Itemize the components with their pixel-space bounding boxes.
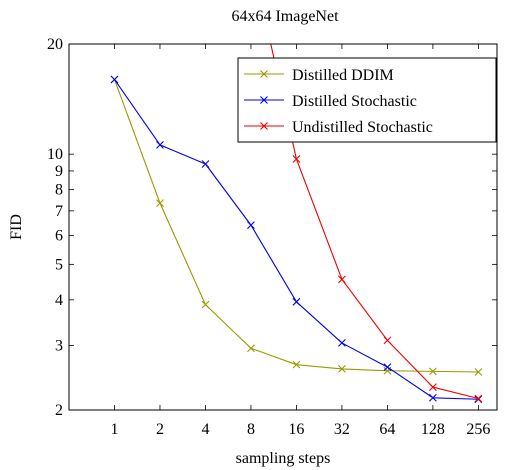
data-point-marker	[247, 221, 255, 230]
x-tick-label: 4	[201, 421, 209, 438]
data-point-marker	[383, 336, 392, 345]
data-point-marker	[260, 96, 268, 104]
data-point-marker	[429, 393, 437, 402]
data-point-marker	[260, 122, 268, 130]
y-axis-label: FID	[8, 214, 25, 240]
y-tick-label: 7	[55, 203, 63, 220]
y-tick-label: 4	[55, 292, 63, 309]
data-point-marker	[156, 199, 164, 208]
data-point-marker	[474, 368, 483, 376]
series-distilled-stochastic	[110, 75, 483, 404]
data-point-marker	[247, 344, 255, 353]
data-point-marker	[338, 365, 346, 373]
x-tick-label: 1	[110, 421, 118, 438]
y-tick-label: 5	[55, 256, 63, 273]
x-tick-label: 256	[466, 421, 490, 438]
data-point-marker	[383, 363, 392, 371]
data-point-marker	[338, 275, 346, 284]
y-tick-label: 2	[55, 402, 63, 419]
legend-label: Distilled Stochastic	[292, 93, 417, 110]
x-tick-label: 8	[247, 421, 255, 438]
y-tick-label: 3	[55, 338, 63, 355]
data-point-marker	[292, 360, 301, 369]
y-tick-label: 6	[55, 227, 63, 244]
y-tick-label: 8	[55, 182, 63, 199]
x-axis-label: sampling steps	[236, 450, 331, 467]
y-tick-label: 10	[47, 146, 63, 163]
x-tick-label: 128	[421, 421, 445, 438]
data-point-marker	[292, 297, 301, 306]
x-axis-ticks: 1 2 4 8 16 32 64 128 256	[110, 44, 490, 438]
data-point-marker	[260, 70, 268, 78]
x-tick-label: 2	[156, 421, 164, 438]
data-point-marker	[201, 160, 210, 168]
data-point-marker	[429, 367, 437, 376]
data-point-marker	[474, 394, 483, 403]
x-tick-label: 16	[288, 421, 304, 438]
data-point-marker	[429, 383, 437, 391]
data-point-marker	[292, 155, 301, 163]
legend-label: Undistilled Stochastic	[292, 119, 433, 136]
chart-title: 64x64 ImageNet	[231, 8, 339, 25]
data-point-marker	[156, 141, 164, 149]
legend: Distilled DDIM Distilled Stochastic Undist…	[237, 57, 497, 143]
data-point-marker	[110, 75, 119, 84]
x-tick-label: 64	[379, 421, 395, 438]
data-point-marker	[338, 339, 346, 347]
x-tick-label: 32	[334, 421, 350, 438]
legend-label: Distilled DDIM	[292, 67, 394, 84]
plot-frame	[68, 43, 498, 411]
data-point-marker	[201, 300, 210, 309]
y-tick-label: 9	[55, 163, 63, 180]
y-tick-label: 20	[47, 36, 63, 53]
